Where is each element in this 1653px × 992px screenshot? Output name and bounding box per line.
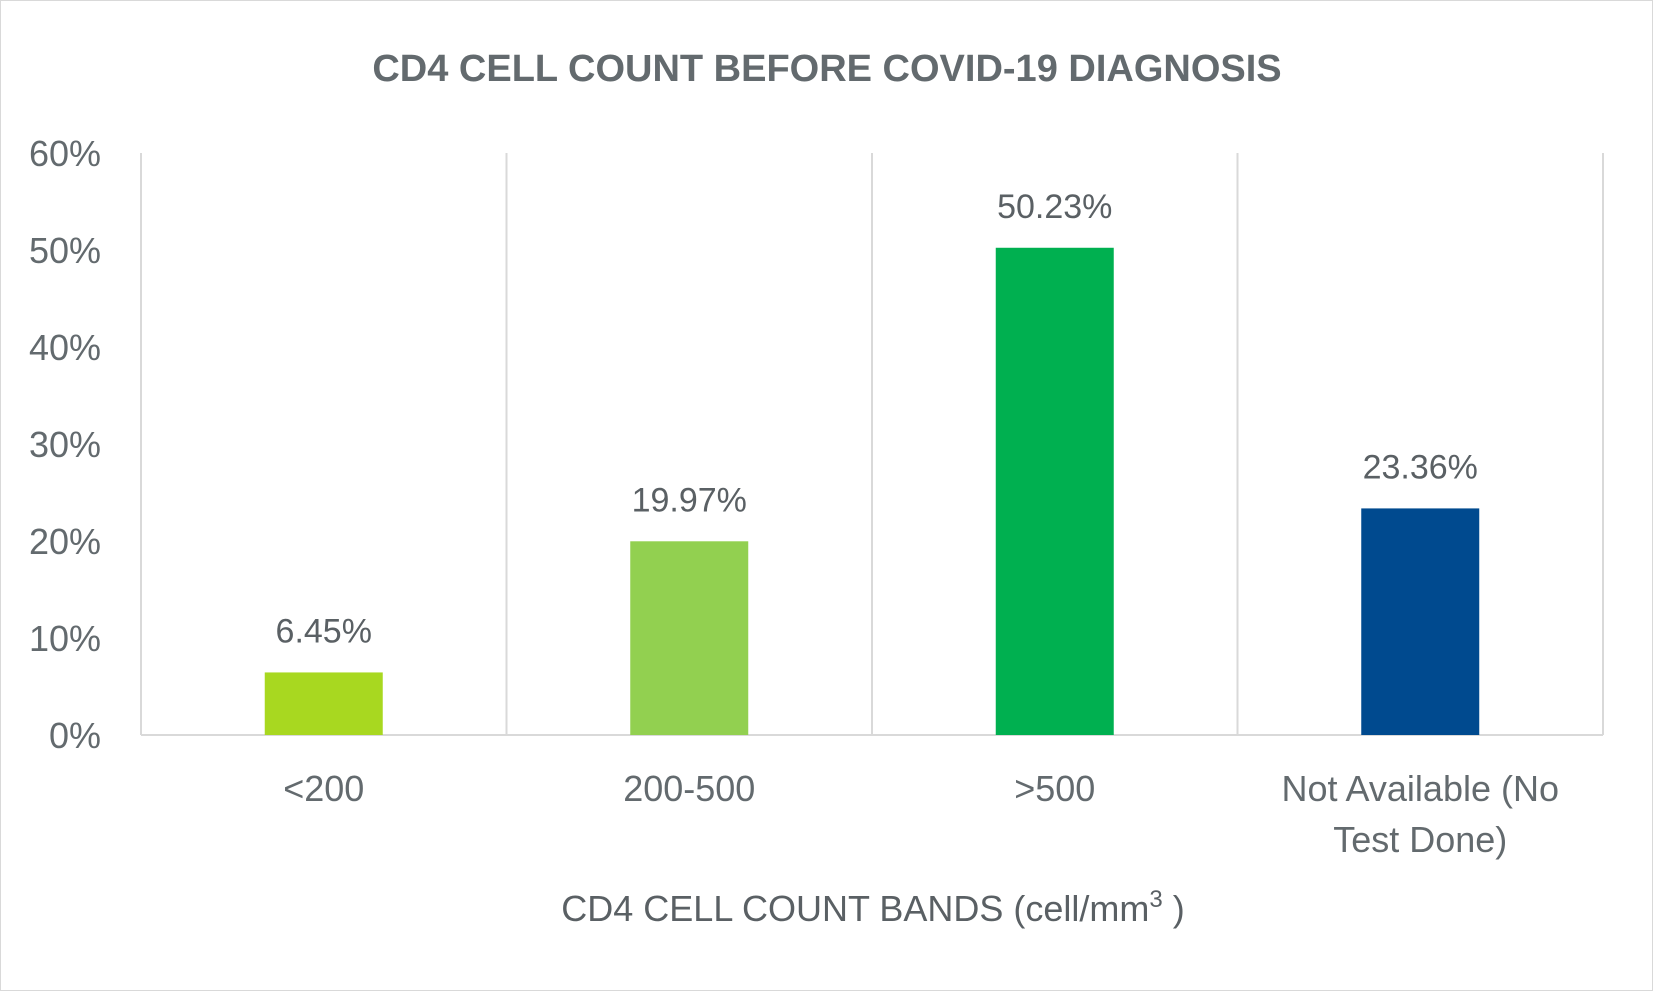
- x-axis-title: CD4 CELL COUNT BANDS (cell/mm3 ): [561, 886, 1184, 929]
- data-label: 6.45%: [276, 612, 372, 650]
- bar: [995, 247, 1114, 736]
- x-axis-title-suffix: ): [1163, 888, 1185, 929]
- y-tick-label: 10%: [29, 618, 101, 659]
- data-label: 50.23%: [997, 188, 1112, 226]
- x-axis-title-text: CD4 CELL COUNT BANDS (cell/mm: [561, 888, 1149, 929]
- grid-layer: [140, 153, 1604, 735]
- data-label: 19.97%: [632, 481, 747, 519]
- y-tick-label: 60%: [29, 133, 101, 174]
- chart-title: CD4 CELL COUNT BEFORE COVID-19 DIAGNOSIS: [372, 48, 1281, 90]
- bar: [630, 541, 749, 735]
- data-labels-layer: 6.45% 19.97% 50.23% 23.36%: [276, 188, 1478, 651]
- x-tick-label: >500: [1014, 768, 1095, 809]
- bars-layer: [264, 247, 1480, 736]
- x-axis-title-superscript: 3: [1149, 886, 1162, 913]
- bar: [1361, 508, 1480, 735]
- y-tick-label: 0%: [49, 715, 101, 756]
- y-tick-label: 40%: [29, 327, 101, 368]
- x-tick-label: 200-500: [623, 768, 755, 809]
- x-tick-label: Test Done): [1333, 819, 1507, 860]
- x-tick-label: Not Available (No: [1282, 768, 1560, 809]
- bar: [264, 672, 383, 735]
- data-label: 23.36%: [1363, 448, 1478, 486]
- x-tick-label: <200: [283, 768, 364, 809]
- tick-labels-layer: 0% 10% 20% 30% 40% 50% 60% <200 200-500 >500 Not A…: [29, 133, 1559, 860]
- y-tick-label: 20%: [29, 521, 101, 562]
- y-tick-label: 50%: [29, 230, 101, 271]
- y-tick-label: 30%: [29, 424, 101, 465]
